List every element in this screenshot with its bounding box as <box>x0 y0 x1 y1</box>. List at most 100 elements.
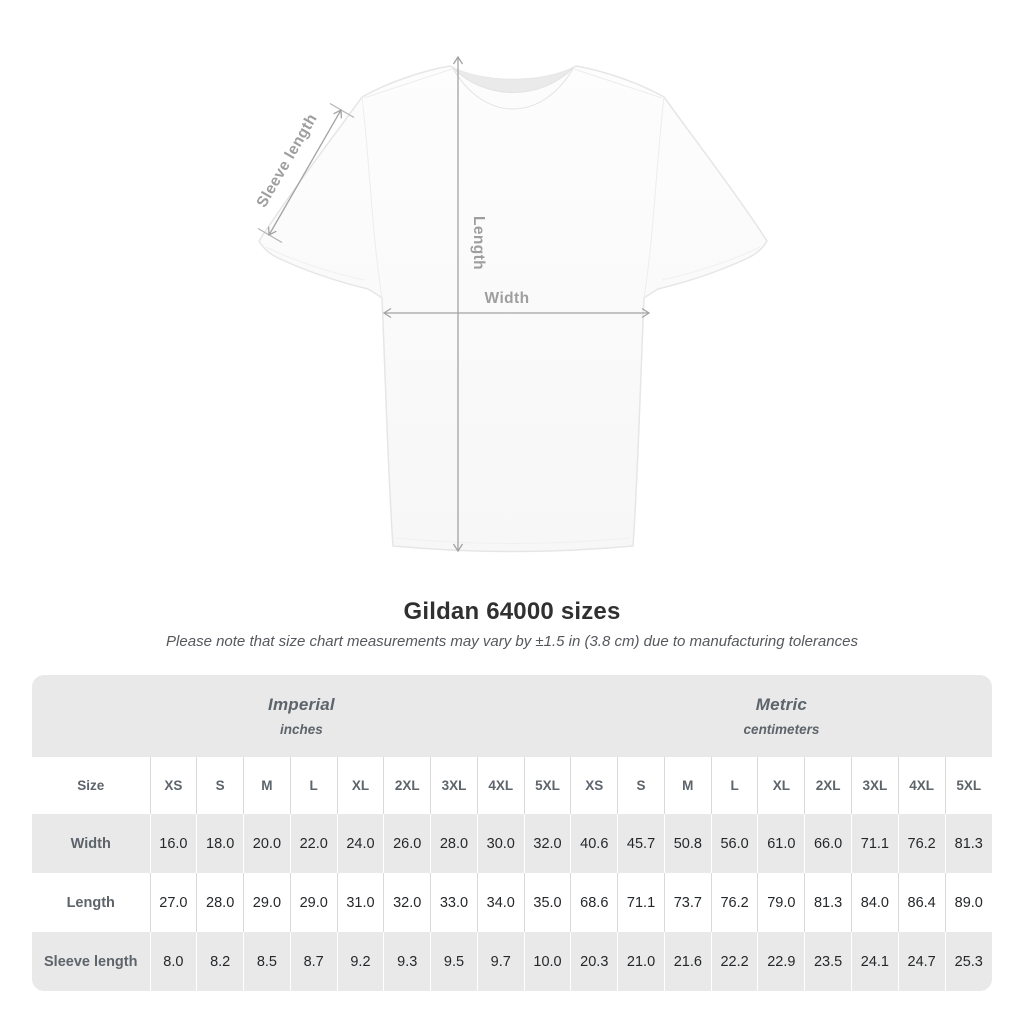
sleeve-hem-right <box>661 246 761 281</box>
value-cell: 8.0 <box>149 932 197 991</box>
imperial-unit-label: inches <box>280 722 323 737</box>
value-cell: 61.0 <box>757 814 805 873</box>
value-cell: 20.3 <box>570 932 618 991</box>
size-header-metric-xl: XL <box>757 757 805 814</box>
value-cell: 86.4 <box>897 873 946 932</box>
value-cell: 34.0 <box>476 873 525 932</box>
size-header-row: Size XS S M L XL 2XL 3XL 4XL 5XL XS S M … <box>32 757 992 814</box>
value-cell: 73.7 <box>663 873 712 932</box>
value-cell: 9.2 <box>336 932 384 991</box>
imperial-section-header: Imperial inches <box>32 675 571 757</box>
value-cell: 56.0 <box>710 814 758 873</box>
size-table-card: Imperial inches Metric centimeters Size … <box>32 675 992 991</box>
value-cell: 8.2 <box>196 932 244 991</box>
sleeve-seam-left <box>361 96 383 299</box>
value-cell: 8.7 <box>289 932 338 991</box>
value-cell: 32.0 <box>383 873 431 932</box>
value-cell: 89.0 <box>944 873 992 932</box>
size-header-imperial-xl: XL <box>336 757 384 814</box>
shoulder-seam-right <box>573 68 663 99</box>
value-cell: 76.2 <box>897 814 946 873</box>
size-header-metric-m: M <box>663 757 712 814</box>
value-cell: 81.3 <box>804 873 852 932</box>
sleeve-hem-left <box>265 246 365 281</box>
value-cell: 45.7 <box>617 814 665 873</box>
size-header-imperial-3xl: 3XL <box>430 757 478 814</box>
value-cell: 26.0 <box>383 814 431 873</box>
value-cell: 16.0 <box>149 814 197 873</box>
value-cell: 9.7 <box>476 932 525 991</box>
size-header-metric-5xl: 5XL <box>944 757 992 814</box>
value-cell: 71.1 <box>617 873 665 932</box>
value-cell: 31.0 <box>336 873 384 932</box>
value-cell: 22.0 <box>289 814 338 873</box>
length-dimension: Length <box>452 55 487 553</box>
value-cell: 33.0 <box>430 873 478 932</box>
value-cell: 79.0 <box>757 873 805 932</box>
metric-section-header: Metric centimeters <box>570 675 992 757</box>
value-cell: 22.9 <box>757 932 805 991</box>
size-guide-page: Sleeve length Length Width Gildan 64000 … <box>32 55 992 991</box>
table-row-width: Width 16.0 18.0 20.0 22.0 24.0 26.0 28.0… <box>32 814 992 873</box>
value-cell: 23.5 <box>804 932 852 991</box>
value-cell: 40.6 <box>570 814 618 873</box>
unit-section-row: Imperial inches Metric centimeters <box>32 675 992 757</box>
value-cell: 24.0 <box>336 814 384 873</box>
collar-band <box>451 66 575 110</box>
width-label: Width <box>485 290 530 307</box>
value-cell: 20.0 <box>243 814 291 873</box>
size-header-imperial-4xl: 4XL <box>476 757 525 814</box>
value-cell: 30.0 <box>476 814 525 873</box>
value-cell: 29.0 <box>243 873 291 932</box>
size-header-metric-3xl: 3XL <box>850 757 899 814</box>
metric-label: Metric <box>755 695 808 714</box>
size-header-imperial-xs: XS <box>149 757 197 814</box>
value-cell: 9.3 <box>383 932 431 991</box>
metric-unit-label: centimeters <box>743 722 820 737</box>
value-cell: 21.6 <box>663 932 712 991</box>
tshirt-graphic <box>258 65 768 553</box>
tshirt-measurement-figure: Sleeve length Length Width <box>253 55 768 553</box>
size-table: Imperial inches Metric centimeters Size … <box>32 675 992 991</box>
value-cell: 25.3 <box>944 932 992 991</box>
size-column-header: Size <box>32 757 150 814</box>
value-cell: 29.0 <box>289 873 338 932</box>
value-cell: 71.1 <box>850 814 899 873</box>
value-cell: 32.0 <box>523 814 571 873</box>
sleeve-extension-tick-top <box>329 102 355 119</box>
value-cell: 24.7 <box>897 932 946 991</box>
size-header-metric-l: L <box>710 757 758 814</box>
size-header-metric-4xl: 4XL <box>897 757 946 814</box>
shoulder-seam-left <box>363 68 453 99</box>
value-cell: 66.0 <box>804 814 852 873</box>
value-cell: 10.0 <box>523 932 571 991</box>
size-header-imperial-s: S <box>196 757 244 814</box>
size-header-metric-s: S <box>617 757 665 814</box>
tshirt-body <box>258 65 768 553</box>
measurement-figure-svg: Sleeve length Length Width <box>253 55 768 553</box>
value-cell: 21.0 <box>617 932 665 991</box>
size-header-metric-2xl: 2XL <box>804 757 852 814</box>
value-cell: 35.0 <box>523 873 571 932</box>
size-header-imperial-l: L <box>289 757 338 814</box>
length-label: Length <box>470 216 487 270</box>
value-cell: 8.5 <box>243 932 291 991</box>
tolerance-note: Please note that size chart measurements… <box>166 633 858 650</box>
table-row-length: Length 27.0 28.0 29.0 29.0 31.0 32.0 33.… <box>32 873 992 932</box>
width-dimension: Width <box>382 290 651 319</box>
value-cell: 81.3 <box>944 814 992 873</box>
value-cell: 27.0 <box>149 873 197 932</box>
row-label-length: Length <box>32 873 150 932</box>
size-header-imperial-5xl: 5XL <box>523 757 571 814</box>
size-header-imperial-2xl: 2XL <box>383 757 431 814</box>
value-cell: 28.0 <box>196 873 244 932</box>
sleeve-length-arrow <box>267 108 343 237</box>
imperial-label: Imperial <box>268 695 335 714</box>
neck-opening <box>452 67 574 93</box>
size-header-imperial-m: M <box>243 757 291 814</box>
sleeve-seam-right <box>643 96 665 299</box>
bottom-hem-seam <box>395 537 631 544</box>
row-label-width: Width <box>32 814 150 873</box>
size-header-metric-xs: XS <box>570 757 618 814</box>
value-cell: 76.2 <box>710 873 758 932</box>
